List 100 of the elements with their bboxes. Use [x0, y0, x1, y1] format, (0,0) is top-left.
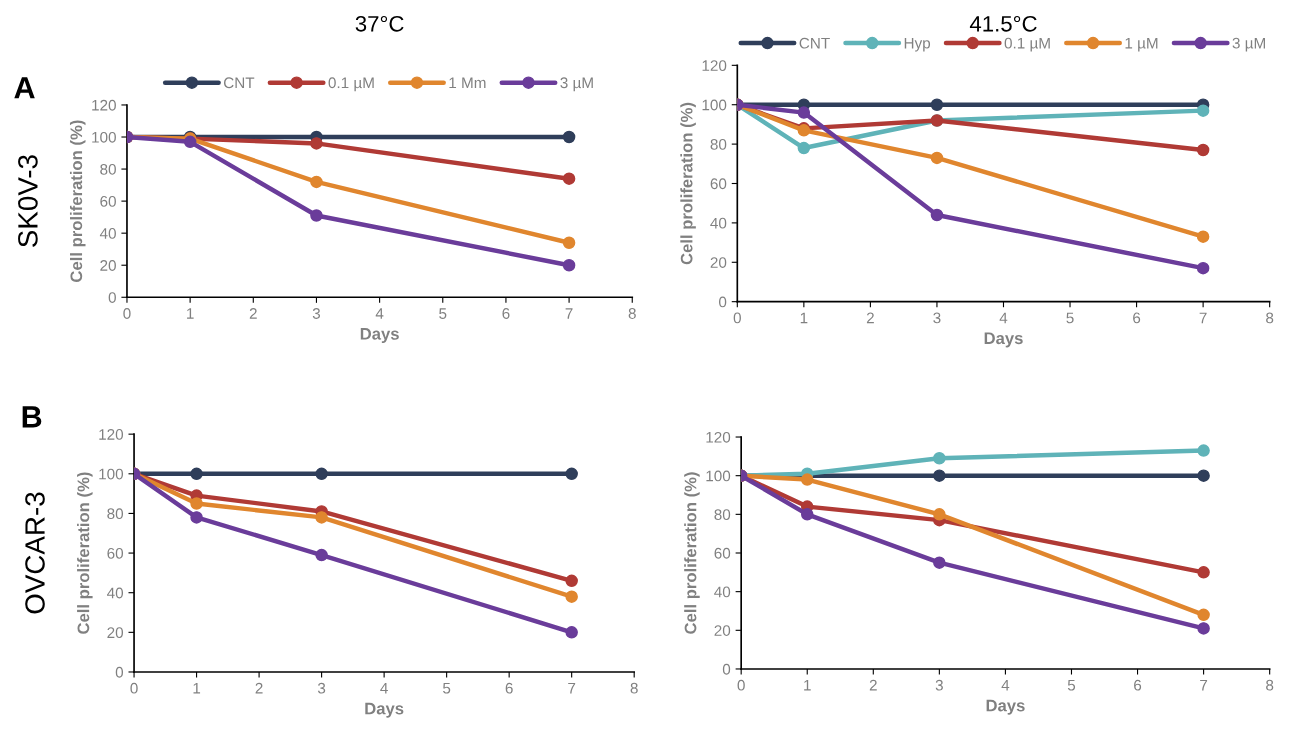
- x-tick-label: 2: [255, 682, 263, 694]
- point: [1197, 566, 1210, 579]
- legend-label: 1 µM: [1125, 37, 1158, 52]
- point: [930, 151, 944, 165]
- x-tick-label: 2: [249, 308, 257, 319]
- point: [933, 508, 946, 521]
- point: [565, 590, 578, 603]
- y-tick-label: 80: [107, 508, 124, 520]
- point: [310, 137, 323, 150]
- x-tick-label: 0: [733, 312, 741, 324]
- point: [1197, 608, 1210, 622]
- x-tick-label: 7: [1200, 679, 1208, 691]
- y-tick-label: 0: [115, 666, 124, 678]
- text: A: [14, 77, 35, 99]
- y-tick-label: 60: [714, 547, 731, 559]
- y-tick-label: 120: [702, 60, 727, 72]
- x-tick-label: 5: [439, 308, 447, 319]
- x-tick-label: 1: [800, 312, 808, 324]
- y-tick-label: 100: [92, 131, 116, 143]
- point: [797, 106, 811, 119]
- point: [562, 130, 576, 144]
- x-tick-label: 3: [935, 679, 943, 691]
- x-tick-label: 3: [317, 682, 326, 694]
- y-tick-label: 80: [714, 509, 731, 521]
- legend-label: 1 Mm: [449, 77, 486, 89]
- text: SK0V-3: [18, 155, 38, 247]
- point: [315, 511, 328, 524]
- x-axis-title: Days: [986, 699, 1025, 715]
- point: [930, 208, 944, 222]
- legend-label: CNT: [223, 77, 255, 89]
- y-tick-label: 20: [714, 625, 731, 636]
- y-axis-title: Cell proliferation (%): [69, 120, 86, 282]
- text: B: [22, 406, 42, 428]
- point: [800, 508, 814, 521]
- x-tick-label: 1: [187, 308, 194, 319]
- y-tick-label: 20: [107, 627, 124, 639]
- x-tick-label: 8: [1266, 312, 1274, 324]
- point: [1196, 230, 1210, 243]
- x-tick-label: 6: [1134, 679, 1142, 691]
- point: [800, 473, 814, 486]
- point: [565, 574, 578, 588]
- y-tick-label: 40: [99, 228, 116, 239]
- point: [797, 141, 811, 155]
- x-tick-label: 0: [123, 308, 131, 319]
- x-tick-label: 6: [502, 308, 510, 319]
- y-tick-label: 20: [100, 260, 116, 271]
- y-tick-label: 120: [99, 429, 124, 440]
- x-tick-label: 4: [1001, 679, 1010, 691]
- legend-label: 3 µM: [560, 77, 593, 92]
- x-tick-label: 8: [630, 682, 638, 694]
- x-axis-title: Days: [365, 702, 404, 718]
- y-tick-label: 40: [714, 586, 731, 598]
- point: [933, 452, 946, 465]
- y-tick-label: 60: [107, 547, 124, 559]
- x-tick-label: 4: [380, 682, 388, 694]
- point: [1197, 622, 1210, 635]
- point: [310, 175, 323, 189]
- x-tick-label: 3: [312, 308, 321, 319]
- x-axis-title: Days: [360, 328, 399, 344]
- point: [562, 258, 576, 272]
- legend-label: CNT: [799, 37, 830, 49]
- point: [190, 497, 203, 510]
- point: [565, 626, 578, 639]
- y-tick-label: 100: [702, 99, 727, 111]
- point: [933, 556, 946, 569]
- legend-label: 3 µM: [1232, 37, 1265, 52]
- point: [310, 209, 323, 222]
- y-tick-label: 40: [710, 217, 727, 229]
- x-tick-label: 2: [869, 679, 877, 691]
- x-tick-label: 7: [568, 682, 576, 694]
- x-tick-label: 5: [443, 682, 451, 694]
- x-tick-label: 5: [1067, 679, 1076, 691]
- y-axis-title: Cell proliferation (%): [684, 472, 700, 634]
- x-tick-label: 4: [999, 312, 1008, 324]
- y-tick-label: 100: [706, 470, 731, 482]
- x-tick-label: 0: [130, 682, 138, 694]
- y-tick-label: 100: [99, 468, 124, 480]
- point: [1197, 444, 1210, 457]
- y-tick-label: 0: [722, 663, 731, 675]
- legend-label: 0.1 µM: [1004, 37, 1050, 52]
- point: [562, 172, 576, 185]
- x-tick-label: 3: [933, 312, 941, 324]
- x-tick-label: 1: [193, 682, 201, 694]
- point: [190, 467, 203, 481]
- point: [183, 135, 197, 149]
- x-tick-label: 5: [1066, 312, 1074, 324]
- point: [565, 467, 578, 481]
- y-tick-label: 80: [710, 138, 727, 150]
- x-tick-label: 0: [737, 679, 745, 691]
- point: [190, 511, 203, 524]
- point: [1196, 104, 1210, 117]
- y-tick-label: 120: [92, 99, 116, 111]
- y-tick-label: 0: [718, 296, 727, 308]
- text: OVCAR-3: [25, 492, 45, 614]
- legend-label: 0.1 µM: [328, 77, 374, 92]
- y-tick-label: 20: [710, 257, 727, 268]
- x-tick-label: 7: [1199, 312, 1207, 324]
- x-tick-label: 2: [866, 312, 874, 324]
- x-tick-label: 6: [1133, 312, 1141, 324]
- legend-label: Hyp: [904, 37, 931, 52]
